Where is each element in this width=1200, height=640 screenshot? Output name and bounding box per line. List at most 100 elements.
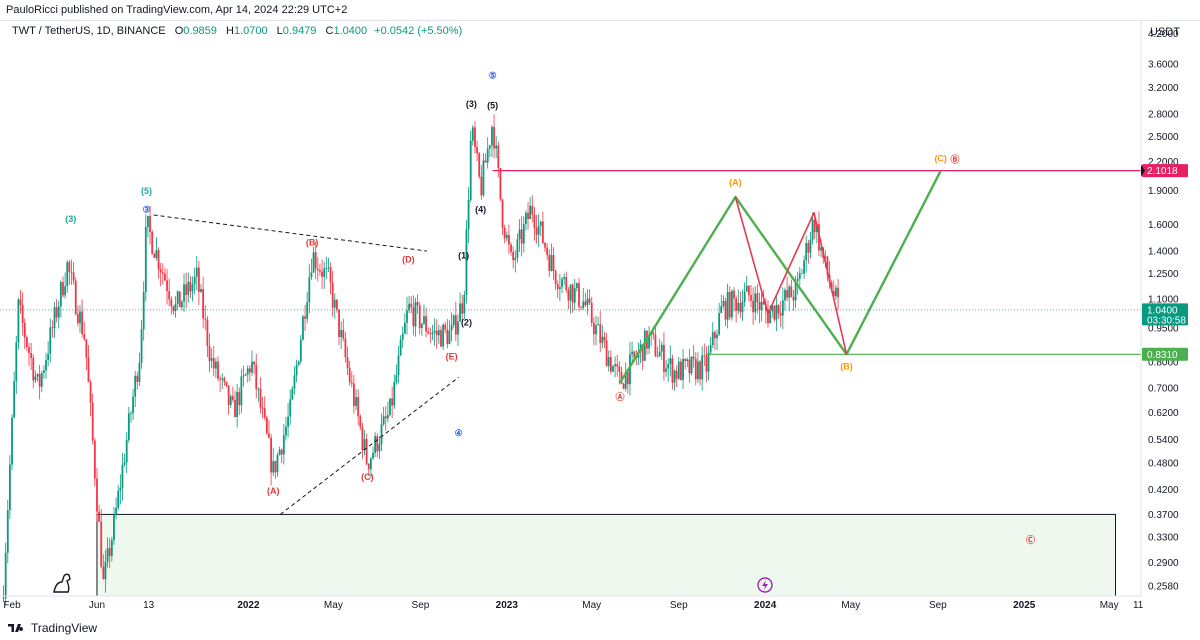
candle-body [756,293,759,303]
wave-label: (B) [840,361,853,371]
candle-body [197,267,200,292]
candle-body [17,299,20,343]
candle-body [204,318,207,320]
candle-body [567,290,570,301]
candle-body [363,439,366,450]
candle-body [503,227,506,239]
candle-body [87,357,90,382]
candle-body [306,302,309,319]
candle-body [788,286,791,298]
candle-body [463,294,466,314]
price-tick: 2.2000 [1148,157,1179,168]
candle-body [30,352,33,358]
price-tick: 1.1000 [1148,294,1179,305]
candle-body [19,299,22,305]
candle-body [773,305,776,320]
candle-body [601,336,604,343]
candle-body [51,327,54,329]
current-price-badge-value: 1.0400 [1147,305,1178,316]
candle-body [737,302,740,311]
candle-body [752,300,755,313]
candle-body [74,280,77,315]
wave-label: ④ [455,428,463,438]
candle-body [374,436,377,453]
candle-body [461,303,464,314]
candle-body [386,414,389,419]
time-tick: Sep [670,600,688,611]
triangle-upper-trendline [153,214,427,252]
price-axis[interactable]: 4.2000 3.6000 3.2000 2.8000 2.5000 2.2000 1.90… [1140,20,1179,596]
candle-body [620,371,623,384]
candle-body [240,376,243,406]
candle-body [246,368,249,375]
candle-body [47,353,50,361]
time-tick: May [582,600,601,611]
candle-body [355,397,357,406]
candle-body [369,458,372,470]
candle-body [505,234,508,239]
tradingview-logo-icon [8,624,24,632]
candle-body [508,234,510,245]
candle-body [164,273,166,281]
lightning-icon[interactable] [757,577,773,593]
candle-body [323,268,326,277]
candle-body [592,322,595,335]
candle-body [110,539,113,556]
price-tick: 2.8000 [1148,109,1179,120]
candle-body [546,247,549,255]
candle-body [525,212,527,225]
wave-label: (C) [934,154,947,164]
green-level-badge-value: 0.8310 [1147,350,1178,361]
high-value: 1.0700 [233,25,268,37]
candle-body [159,269,162,273]
candle-body [448,330,451,345]
candle-body [558,287,561,289]
candle-body [278,449,281,455]
candle-body [348,367,351,383]
candle-body [395,375,398,383]
candle-body [121,464,124,488]
candle-body [697,361,699,380]
price-tick: 0.9500 [1148,323,1179,334]
candle-body [72,272,75,281]
candle-body [265,417,268,434]
candle-body [452,315,455,326]
wave-label: Ⓐ [616,391,625,402]
candle-body [686,359,689,361]
candle-body [469,140,472,200]
wave-label: (3) [466,99,477,109]
wave-label: (5) [487,100,498,110]
red-level-badge-value: 2.1018 [1147,166,1178,177]
candle-body [703,355,706,357]
candle-body [96,478,98,512]
candle-body [435,330,438,336]
candle-body [832,291,835,297]
candle-body [550,255,553,271]
candle-body [11,417,13,465]
candle-body [471,127,474,141]
candle-body [401,333,404,340]
candle-body [272,461,275,473]
support-zone-layer [96,513,1117,597]
candle-body [512,251,515,261]
current-price-badge-countdown: 03:30:58 [1147,315,1186,326]
projection-red-path [734,196,848,355]
candle-body [372,452,374,459]
price-tick: 1.2500 [1148,269,1179,280]
wave-label: (2) [461,318,472,328]
time-axis[interactable]: Feb Jun 13 2022 May Sep 2023 May Sep 2024 May Sep 20… [0,595,1144,611]
candle-body [244,374,247,376]
price-tick: 0.4200 [1148,485,1179,496]
candle-body [64,286,67,296]
candle-body [786,290,788,298]
candle-body [282,435,285,455]
candle-body [440,330,442,347]
candle-body [2,598,5,599]
candle-body [189,281,192,292]
candle-body [263,408,266,418]
candle-body [767,310,769,324]
candle-body [459,303,461,322]
candle-body [15,342,18,382]
candle-body [89,381,92,404]
